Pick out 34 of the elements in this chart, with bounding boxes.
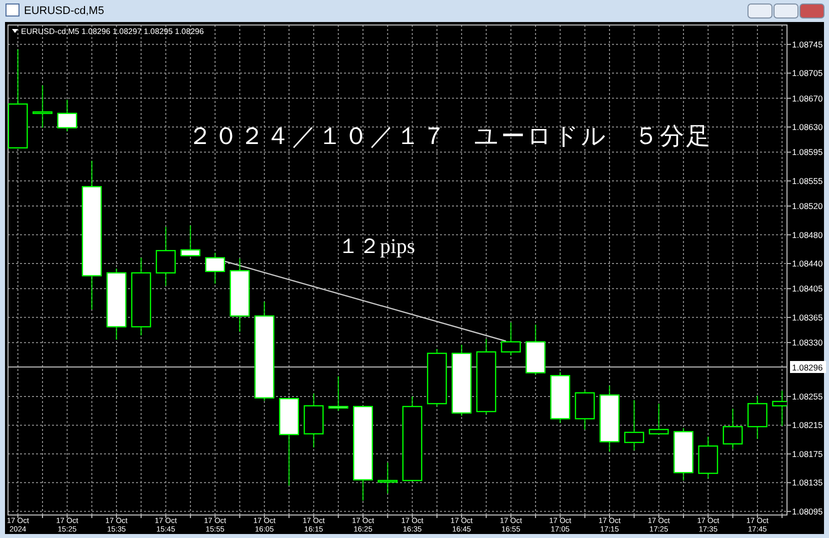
y-tick-label: 1.08330 bbox=[792, 338, 823, 348]
y-tick-label: 1.08745 bbox=[792, 39, 823, 50]
y-tick-label: 1.08555 bbox=[792, 176, 823, 186]
y-tick-label: 1.08135 bbox=[792, 478, 823, 488]
candlestick bbox=[156, 226, 176, 286]
y-tick-label: 1.08595 bbox=[792, 147, 823, 158]
y-tick-label: 1.08440 bbox=[792, 258, 823, 269]
y-tick-label: 1.08630 bbox=[792, 122, 823, 132]
candlestick bbox=[32, 84, 52, 128]
y-tick-label: 1.08365 bbox=[792, 312, 823, 322]
ref-line-label: 1.08296 bbox=[792, 362, 823, 372]
candlestick bbox=[722, 408, 743, 450]
candlestick bbox=[180, 224, 200, 257]
y-tick-label: 1.08095 bbox=[792, 506, 823, 516]
candlestick bbox=[624, 399, 644, 451]
y-tick-label: 1.08215 bbox=[792, 420, 823, 430]
text: EURUSD-cd,M5 bbox=[24, 5, 104, 17]
candlestick bbox=[747, 395, 768, 440]
text: ２０２４／１０／１７ ユーロドル ５分足 bbox=[188, 124, 712, 150]
candlestick bbox=[648, 403, 669, 436]
y-tick-label: 1.08175 bbox=[792, 448, 823, 459]
y-tick-label: 1.08705 bbox=[792, 68, 823, 78]
candlestick bbox=[205, 252, 226, 284]
candlestick bbox=[378, 462, 398, 494]
y-tick-label: 1.08520 bbox=[792, 201, 823, 212]
candlestick bbox=[57, 99, 78, 132]
annotation: １２pips bbox=[338, 234, 416, 258]
y-tick-label: 1.08405 bbox=[792, 284, 823, 294]
candlestick bbox=[328, 376, 348, 412]
y-tick-label: 1.08480 bbox=[792, 230, 823, 240]
y-tick-label: 1.08255 bbox=[792, 391, 823, 402]
y-tick-label: 1.08670 bbox=[792, 93, 823, 104]
candlestick bbox=[500, 322, 521, 356]
chart-subtitle: EURUSD-cd,M5 1.08296 1.08297 1.08295 1.08296 bbox=[21, 27, 204, 36]
